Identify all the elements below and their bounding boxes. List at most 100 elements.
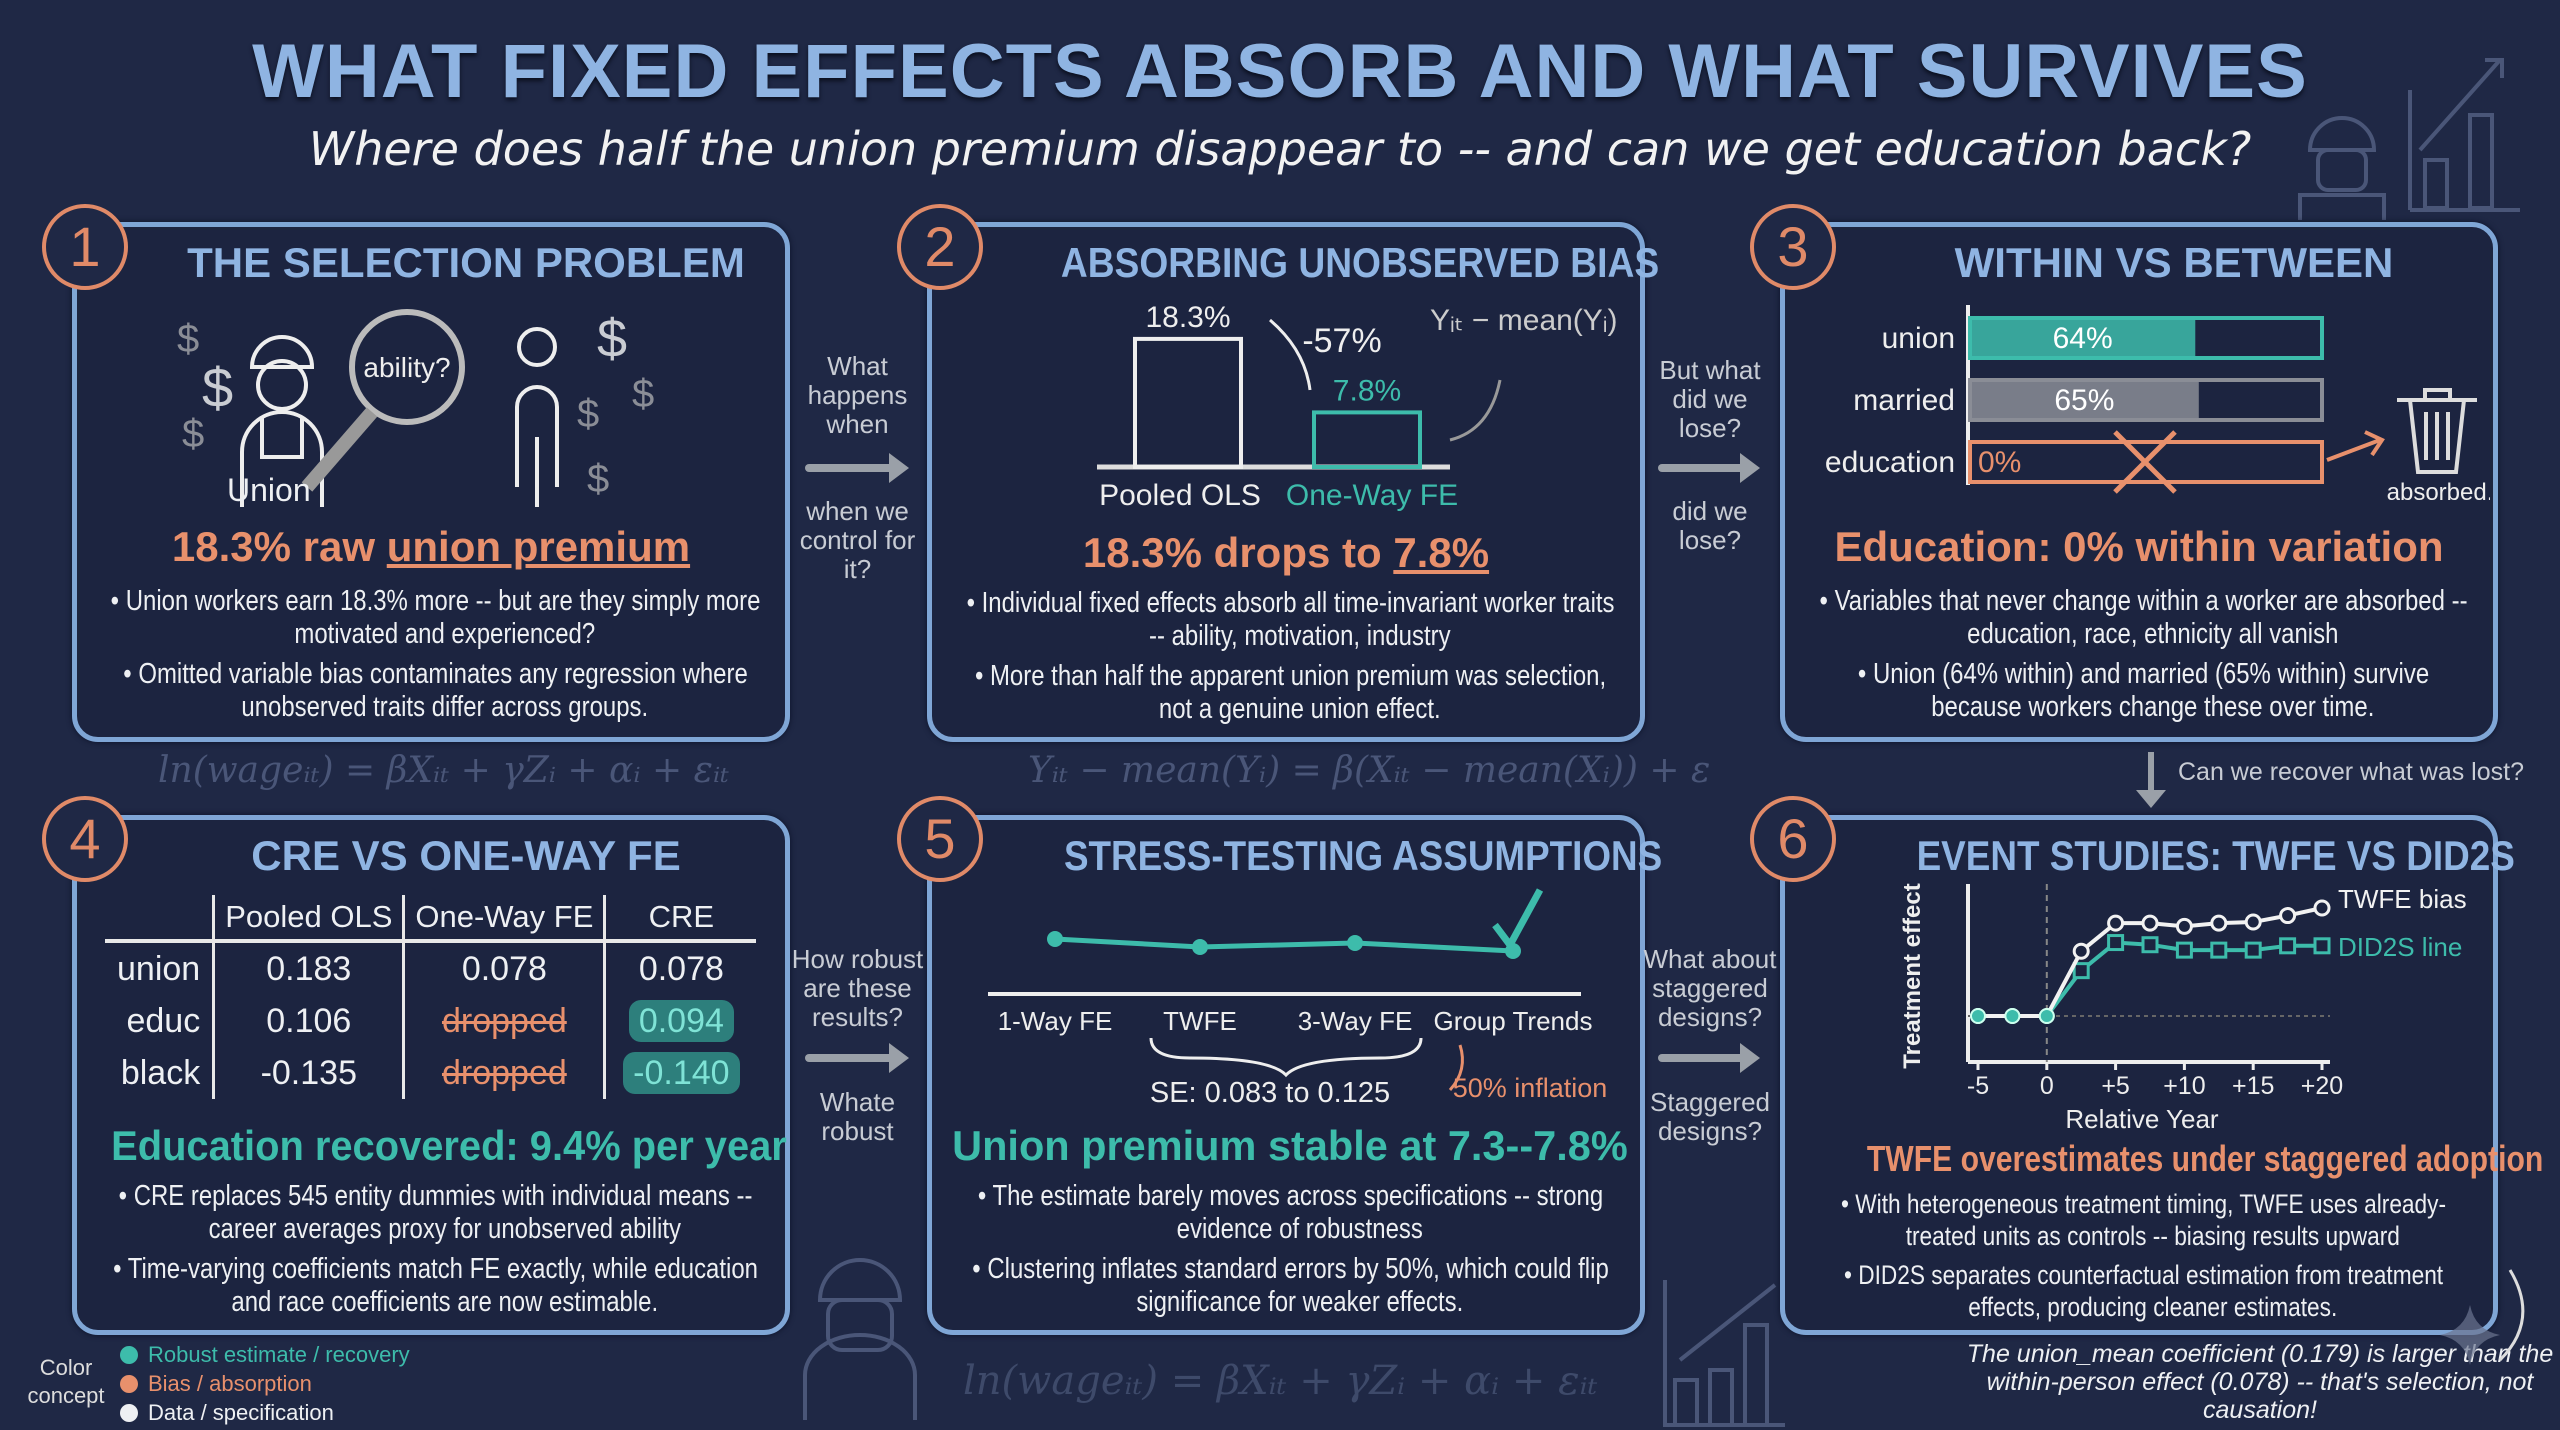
bullet: Omitted variable bias contaminates any r… <box>105 658 763 724</box>
connector-text: Staggered designs? <box>1650 1087 1770 1146</box>
panel-title: EVENT STUDIES: TWFE VS DID2S <box>1916 832 2515 879</box>
data-point <box>1970 1008 1986 1024</box>
data-point <box>2175 917 2193 935</box>
panel-title-box: WITHIN VS BETWEEN <box>1875 239 2473 287</box>
arrow-to-trash-icon <box>2326 430 2385 462</box>
footnote: The union_mean coefficient (0.179) is la… <box>1966 1340 2554 1424</box>
legend-item: Bias / absorption <box>120 1371 312 1397</box>
panel-headline: 18.3% drops to 7.8% <box>948 529 1624 577</box>
bullet-list: CRE replaces 545 entity dummies with ind… <box>105 1180 763 1326</box>
table-cell: 0.078 <box>402 941 605 995</box>
bullet: Variables that never change within a wor… <box>1813 585 2471 651</box>
connector-text: did we lose? <box>1672 496 1748 555</box>
estimate-point <box>1192 939 1208 955</box>
estimate-point <box>1047 931 1063 947</box>
step-number-1: 1 <box>42 204 128 290</box>
legend-dot <box>120 1346 138 1364</box>
within-formula: Yᵢₜ − mean(Yᵢ) = β(Xᵢₜ − mean(Xᵢ)) + ε <box>1028 750 1711 791</box>
data-point <box>2072 962 2090 980</box>
down-arrowhead-icon <box>2136 790 2166 808</box>
headline-text: 18.3% drops to <box>1082 529 1394 576</box>
row-label: educ <box>126 1001 201 1040</box>
x-tick-label: +5 <box>2101 1072 2130 1100</box>
panel-title: CRE VS ONE-WAY FE <box>251 832 681 879</box>
step-number-3: 3 <box>1750 204 1836 290</box>
headline-text: 18.3% raw <box>171 523 387 570</box>
bullet: DID2S separates counterfactual estimatio… <box>1813 1259 2471 1323</box>
bullet: More than half the apparent union premiu… <box>960 660 1618 726</box>
connector-text: How robust are these results? <box>791 944 924 1032</box>
x-tick-label: +20 <box>2301 1072 2343 1100</box>
page-subtitle: Where does half the union premium disapp… <box>308 122 2252 176</box>
legend-title: Color concept <box>27 1355 105 1408</box>
data-point <box>2004 1008 2021 1024</box>
decorative-worker-chart-icon <box>2298 58 2520 220</box>
table-cell: 0.078 <box>603 941 757 995</box>
change-label: -57% <box>1302 322 1381 360</box>
bullet: The estimate barely moves across specifi… <box>960 1180 1618 1246</box>
bar-value-label: 18.3% <box>1145 301 1230 334</box>
step-number-6: 6 <box>1750 796 1836 882</box>
data-point <box>2175 941 2193 959</box>
estimate-point <box>1347 935 1363 951</box>
headline-inner: 18.3% raw union premium <box>172 523 690 571</box>
headline-text: TWFE overestimates under staggered adopt… <box>1866 1138 2544 1179</box>
bullet: Clustering inflates standard errors by 5… <box>960 1253 1618 1319</box>
bar-one-way-fe <box>1312 410 1422 469</box>
data-point <box>2313 937 2331 955</box>
bullet-list: Variables that never change within a wor… <box>1813 585 2471 731</box>
x-tick-label: 0 <box>2040 1072 2054 1100</box>
panel-cre-vs-fe: CRE VS ONE-WAY FE Pooled OLS One-Way FE … <box>72 815 790 1335</box>
series-label: TWFE bias <box>2338 884 2467 914</box>
data-point <box>2107 914 2125 932</box>
bar-label: Pooled OLS <box>1099 479 1261 512</box>
panel-title-box: ABSORBING UNOBSERVED BIAS <box>1022 239 1659 287</box>
table-cell: 0.183 <box>212 941 404 995</box>
estimate-line <box>1054 936 1514 954</box>
curved-arrow-icon <box>1449 379 1502 442</box>
x-tick-label: -5 <box>1967 1072 1989 1100</box>
bar-label: education <box>1825 446 1955 479</box>
trash-can-icon <box>2397 388 2477 474</box>
absorbed-label: absorbed. <box>2387 479 2490 506</box>
panel-title: ABSORBING UNOBSERVED BIAS <box>1060 239 1660 286</box>
dollar-icon: $ <box>577 392 599 436</box>
bullet: With heterogeneous treatment timing, TWF… <box>1813 1188 2471 1252</box>
panel-title: STRESS-TESTING ASSUMPTIONS <box>1063 832 1663 879</box>
data-point <box>2072 942 2090 960</box>
bullet: Time-varying coefficients match FE exact… <box>105 1253 763 1319</box>
checkmark-icon <box>1492 888 1544 952</box>
column-header: One-Way FE <box>402 895 605 943</box>
se-range-label: SE: 0.083 to 0.125 <box>1150 1077 1390 1109</box>
page-title: WHAT FIXED EFFECTS ABSORB AND WHAT SURVI… <box>252 29 2308 114</box>
data-point <box>2313 899 2331 917</box>
bar-label: One-Way FE <box>1286 479 1458 512</box>
step-number-2: 2 <box>897 204 983 290</box>
bar-fill <box>1970 380 2199 420</box>
magnifier-icon <box>349 309 465 425</box>
bullet-list: Individual fixed effects absorb all time… <box>960 587 1618 733</box>
dropped-cell: dropped <box>441 1053 567 1092</box>
headline-emphasis: union premium <box>386 523 691 570</box>
down-arrow-icon <box>2148 752 2154 794</box>
connector-text: Whate robust <box>819 1087 896 1146</box>
data-point <box>2210 914 2228 932</box>
bar-value-label: 0% <box>1978 446 2021 479</box>
panel-selection-problem: THE SELECTION PROBLEM $ $ $ $ $ $ $ ability? … <box>72 222 790 742</box>
dollar-icon: $ <box>202 356 233 419</box>
panel-headline: Education recovered: 9.4% per year <box>93 1122 787 1170</box>
bottom-formula: ln(wageᵢₜ) = βXᵢₜ + γZᵢ + αᵢ + εᵢₜ <box>963 1358 1598 1404</box>
union-label: Union <box>227 472 311 508</box>
connector-text: What about staggered designs? <box>1643 944 1777 1032</box>
right-arrow-icon <box>1658 453 1760 483</box>
inflation-label: 50% inflation <box>1453 1073 1608 1103</box>
headline-emphasis: 7.8% <box>1393 529 1490 576</box>
highlighted-cell: 0.094 <box>628 999 734 1042</box>
pooled-formula: ln(wageᵢₜ) = βXᵢₜ + γZᵢ + αᵢ + εᵢₜ <box>158 750 730 791</box>
bullet: Union (64% within) and married (65% with… <box>1813 658 2471 724</box>
bullet-list: With heterogeneous treatment timing, TWF… <box>1813 1188 2471 1330</box>
bar-value-label: 65% <box>2054 384 2114 417</box>
panel-title-box: EVENT STUDIES: TWFE VS DID2S <box>1875 832 2515 880</box>
bullet: Union workers earn 18.3% more -- but are… <box>105 585 763 651</box>
row-label: union <box>117 949 201 988</box>
